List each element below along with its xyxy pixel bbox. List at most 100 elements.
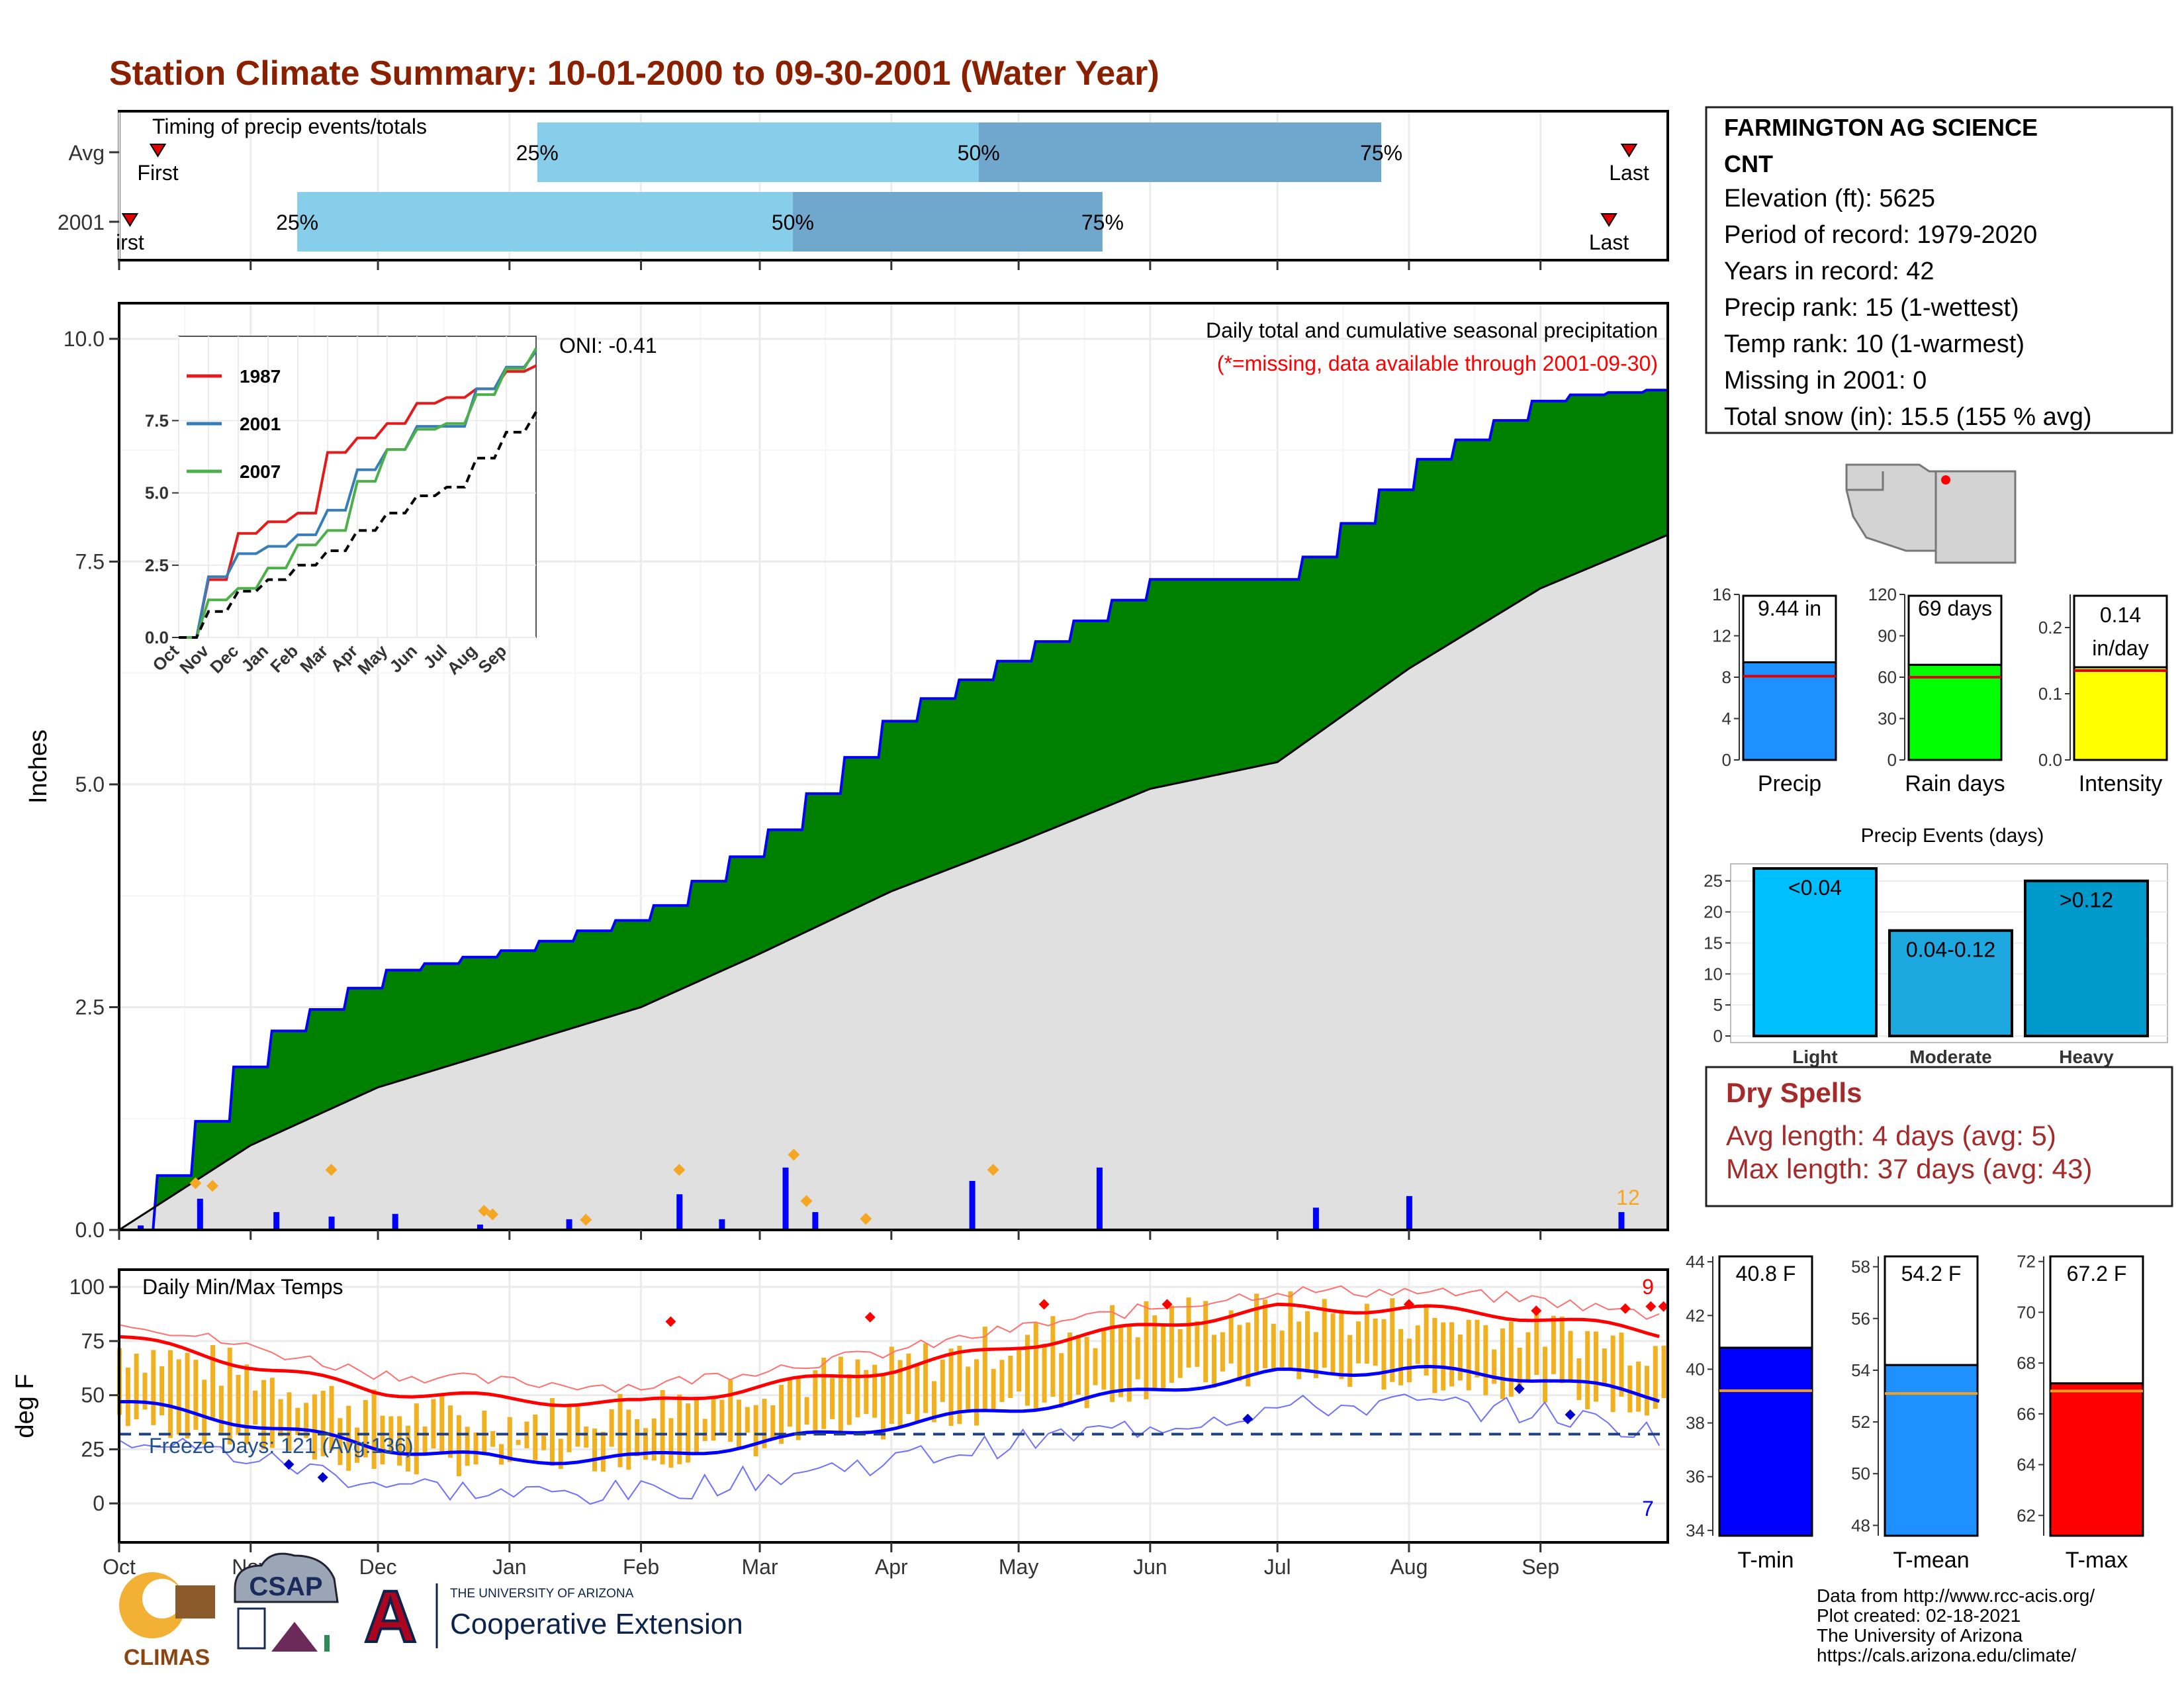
ua-big-text: Cooperative Extension <box>450 1608 743 1640</box>
daily-temp-bar <box>1551 1315 1556 1374</box>
events-y-tick-4: 20 <box>1704 902 1723 922</box>
events-y-tick-5: 25 <box>1704 871 1723 891</box>
csap-logo: CSAP <box>234 1552 339 1652</box>
inset-y-tick-1: 2.5 <box>145 555 169 575</box>
timing-pct-Avg-2: 75% <box>1360 141 1402 165</box>
daily-temp-bar <box>1101 1327 1107 1390</box>
daily-temp-bar <box>202 1380 207 1445</box>
timing-bar-lower-2001 <box>297 192 793 252</box>
daily-temp-bar <box>1441 1322 1446 1391</box>
daily-temp-bar <box>312 1394 317 1460</box>
summary-tick-Rain days-3: 90 <box>1878 626 1897 646</box>
precip-events-chart: Precip Events (days) 0 5 10 15 20 25 <0.04 Ligh… <box>1704 825 2168 1067</box>
temp-tick-T-max-4: 70 <box>2017 1302 2036 1322</box>
daily-temp-bar <box>1424 1303 1429 1376</box>
daily-temp-bar <box>1585 1331 1590 1409</box>
temp-bar-T-max <box>2049 1382 2144 1537</box>
daily-temp-bar <box>498 1444 504 1465</box>
dry-spells-title: Dry Spells <box>1726 1077 1862 1108</box>
summary-bar-box-Precip <box>1742 594 1837 663</box>
summary-bar-Intensity <box>2073 666 2168 761</box>
daily-temp-bar <box>940 1359 945 1402</box>
daily-temp-bar <box>380 1415 385 1465</box>
snow-marker-6 <box>673 1164 686 1176</box>
daily-temp-bar <box>490 1430 496 1447</box>
daily-temp-bar <box>1432 1317 1437 1393</box>
daily-temp-bar <box>1610 1335 1615 1413</box>
snow-marker-0 <box>189 1177 202 1190</box>
daily-precip-bar-7 <box>676 1194 683 1230</box>
daily-temp-bar <box>1492 1349 1497 1384</box>
daily-temp-bar <box>745 1407 750 1433</box>
temp-tick-T-min-0: 34 <box>1686 1521 1705 1540</box>
daily-temp-bar <box>320 1390 326 1456</box>
daily-temp-bar <box>660 1389 665 1465</box>
daily-temp-bar <box>176 1359 181 1435</box>
daily-temp-bar <box>753 1405 758 1457</box>
daily-temp-bar <box>974 1359 979 1426</box>
events-y-tick-1: 5 <box>1713 995 1723 1015</box>
temp-tick-T-mean-5: 58 <box>1851 1257 1870 1277</box>
credit-line-4: https://cals.arizona.edu/climate/ <box>1817 1645 2076 1665</box>
record-high-marker-3 <box>1161 1299 1173 1310</box>
daily-temp-bar <box>931 1381 936 1423</box>
temp-tick-T-mean-1: 50 <box>1851 1464 1870 1483</box>
daily-temp-bar <box>134 1353 139 1420</box>
avg-min-temp-line <box>118 1364 1660 1466</box>
event-bar-label-Moderate: Moderate <box>1909 1047 1991 1067</box>
snow-marker-1 <box>206 1180 219 1192</box>
daily-precip-bar-11 <box>969 1180 976 1230</box>
credits: Data from http://www.rcc-acis.org/ Plot … <box>1817 1585 2095 1665</box>
daily-temp-bar <box>507 1417 512 1462</box>
daily-temp-bar <box>1144 1301 1149 1399</box>
daily-temp-bar <box>269 1378 275 1448</box>
temp-bar-T-min <box>1718 1346 1813 1537</box>
freeze-days-label: Freeze Days: 121 (Avg:136) <box>149 1434 414 1458</box>
daily-temp-bar <box>694 1398 699 1453</box>
daily-temp-bar <box>371 1389 377 1469</box>
temp-value-T-mean: 54.2 F <box>1901 1262 1962 1286</box>
events-y-tick-2: 10 <box>1704 964 1723 984</box>
event-bar-value-Heavy: >0.12 <box>2060 888 2113 912</box>
precip-panel: 0.0 2.5 5.0 7.5 10.0 Inches Daily total and … <box>24 302 1669 1242</box>
daily-temp-bar <box>236 1374 241 1435</box>
daily-temp-bar <box>1033 1322 1038 1411</box>
event-bar-Moderate <box>1888 929 2013 1038</box>
events-title: Precip Events (days) <box>1861 825 2044 847</box>
daily-precip-bar-14 <box>1406 1196 1412 1230</box>
temp-tick-T-min-1: 36 <box>1686 1467 1705 1487</box>
daily-temp-bar <box>686 1403 691 1463</box>
summary-label-Intensity: Intensity <box>2079 771 2163 796</box>
daily-temp-bar <box>244 1364 250 1445</box>
record-high-marker-7 <box>1645 1301 1657 1312</box>
daily-temp-bar <box>677 1394 682 1464</box>
daily-temp-bar <box>1543 1346 1548 1403</box>
daily-precip-bar-9 <box>782 1167 789 1230</box>
temp-y-tick-4: 100 <box>69 1275 105 1299</box>
timing-bar-upper-Avg <box>978 122 1382 182</box>
daily-precip-bar-2 <box>273 1212 280 1230</box>
daily-temp-bar <box>804 1397 809 1425</box>
summary-tick-Precip-4: 16 <box>1712 585 1731 604</box>
daily-temp-bar <box>796 1378 801 1440</box>
summary-tick-Intensity-1: 0.1 <box>2038 684 2062 704</box>
precip-y-label: Inches <box>24 729 52 804</box>
dry-spells-max: Max length: 37 days (avg: 43) <box>1726 1153 2092 1184</box>
temp-tick-T-min-5: 44 <box>1686 1252 1705 1272</box>
summary-tick-Intensity-2: 0.2 <box>2038 618 2062 637</box>
station-info-line-4: Temp rank: 10 (1-warmest) <box>1724 330 2025 358</box>
daily-temp-bar <box>609 1409 614 1447</box>
temp-tick-T-mean-0: 48 <box>1851 1515 1870 1535</box>
daily-temp-bar <box>728 1380 733 1442</box>
temp-y-tick-3: 75 <box>81 1329 105 1353</box>
summary-bar-Precip <box>1742 661 1837 761</box>
timing-bar-upper-2001 <box>792 192 1103 252</box>
daily-temp-bar <box>1262 1299 1267 1369</box>
station-info-line-6: Total snow (in): 15.5 (155 % avg) <box>1724 403 2092 431</box>
snow-marker-2 <box>325 1164 338 1176</box>
daily-temp-bar <box>948 1348 954 1427</box>
daily-temp-bar <box>575 1407 580 1447</box>
daily-temp-bar <box>626 1409 631 1470</box>
daily-precip-bar-3 <box>328 1216 335 1230</box>
